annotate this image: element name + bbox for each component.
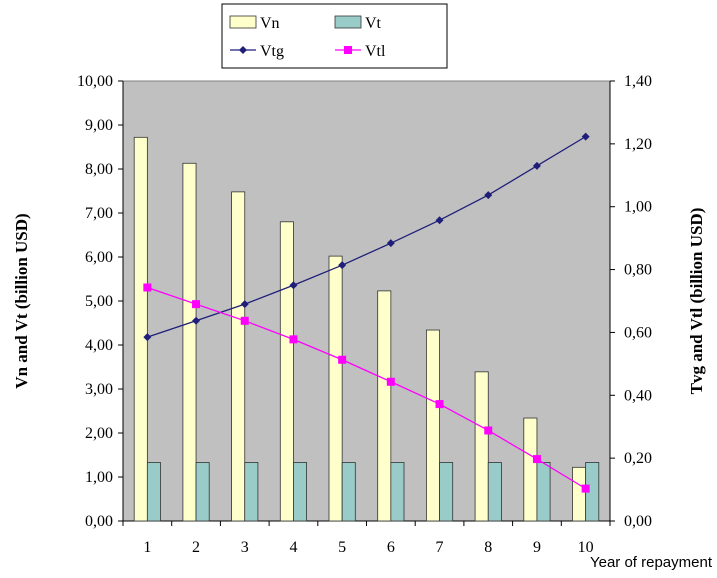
point-vtg [386, 239, 395, 248]
point-vtl [240, 316, 249, 325]
line-vtl [147, 286, 586, 490]
bar-vn [182, 162, 197, 522]
bar-vt [536, 462, 551, 522]
x-tick-label: 5 [338, 539, 346, 556]
bar-vn [328, 255, 343, 522]
x-tick-label: 7 [436, 539, 444, 556]
point-vtl [386, 377, 395, 386]
bar-vt [390, 462, 405, 522]
right-tick-label: 1,40 [624, 73, 652, 90]
legend-box [221, 3, 448, 69]
x-tick-label: 4 [289, 539, 297, 556]
bar-vn [279, 221, 294, 522]
point-vtg [289, 281, 298, 290]
left-tick-label: 10,00 [77, 73, 113, 90]
x-tick-label: 8 [484, 539, 492, 556]
x-tick-label: 1 [143, 539, 151, 556]
right-tick-label: 0,80 [624, 262, 652, 279]
legend-swatch-vt [334, 15, 362, 29]
bar-vt [439, 462, 454, 522]
point-vtg [581, 132, 590, 141]
left-tick-label: 8,00 [85, 161, 113, 178]
legend-label-vtl: Vtl [365, 43, 386, 60]
left-tick-label: 3,00 [85, 381, 113, 398]
x-tick-label: 10 [578, 539, 594, 556]
right-tick-label: 0,20 [624, 450, 652, 467]
left-tick-label: 5,00 [85, 293, 113, 310]
point-vtg [532, 161, 541, 170]
bar-vn [474, 371, 489, 522]
legend-label-vn: Vn [260, 15, 280, 32]
right-tick-label: 0,40 [624, 387, 652, 404]
point-vtl [435, 400, 444, 409]
point-vtg [192, 316, 201, 325]
right-tick-label: 0,00 [624, 513, 652, 530]
x-axis-title: Year of repayment [590, 554, 713, 571]
left-tick-label: 1,00 [85, 469, 113, 486]
point-vtg [240, 300, 249, 309]
x-tick-label: 3 [241, 539, 249, 556]
x-tick-label: 2 [192, 539, 200, 556]
x-tick-label: 6 [387, 539, 395, 556]
left-axis-title: Vn and Vt (billion USD) [12, 213, 31, 388]
legend-label-vtg: Vtg [260, 43, 284, 60]
left-tick-label: 9,00 [85, 117, 113, 134]
bar-vt [146, 462, 161, 522]
legend-marker-vtl [344, 46, 352, 54]
left-tick-label: 0,00 [85, 513, 113, 530]
point-vtg [338, 261, 347, 270]
bar-vn [231, 191, 246, 522]
right-tick-label: 1,00 [624, 199, 652, 216]
point-vtl [532, 455, 541, 464]
left-tick-label: 6,00 [85, 249, 113, 266]
bar-vn [426, 329, 440, 522]
bar-vn [133, 136, 148, 522]
x-tick-label: 9 [533, 539, 541, 556]
right-tick-label: 1,20 [624, 136, 652, 153]
bar-vt [195, 462, 210, 522]
point-vtl [484, 426, 493, 435]
left-tick-label: 4,00 [85, 337, 113, 354]
point-vtg [143, 333, 152, 342]
bar-vt [244, 462, 259, 522]
right-tick-label: 0,60 [624, 324, 652, 341]
legend-swatch-vn [229, 15, 257, 29]
bar-vn [572, 466, 587, 522]
legend-marker-vtg [239, 46, 247, 54]
point-vtl [192, 300, 201, 309]
bar-vt [341, 462, 356, 522]
bar-vn [523, 417, 538, 522]
point-vtg [484, 191, 493, 200]
left-tick-label: 7,00 [85, 205, 113, 222]
legend-label-vt: Vt [365, 15, 382, 32]
point-vtg [435, 216, 444, 225]
bar-vt [487, 462, 502, 522]
left-tick-label: 2,00 [85, 425, 113, 442]
point-vtl [581, 484, 590, 493]
bar-vt [293, 462, 307, 522]
bar-vn [377, 290, 392, 522]
point-vtl [289, 335, 298, 344]
point-vtl [143, 283, 152, 292]
right-axis-title: Tvg and Vtl (billion USD) [687, 208, 706, 395]
point-vtl [338, 355, 347, 364]
